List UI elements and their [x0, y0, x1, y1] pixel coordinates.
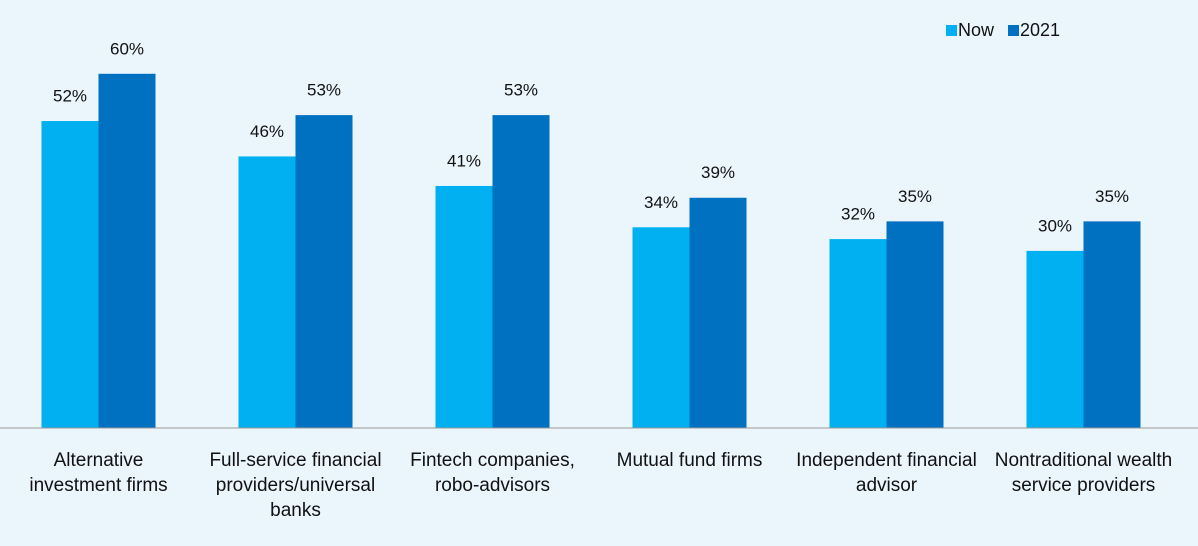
bar [1026, 250, 1084, 428]
bar [492, 115, 550, 428]
bar [829, 239, 887, 428]
value-label: 32% [841, 205, 875, 224]
value-label: 30% [1038, 216, 1072, 235]
value-label: 39% [701, 163, 735, 182]
x-tick-label: Alternative investment firms [29, 450, 168, 496]
bar [98, 73, 156, 429]
x-tick-label: Full-service financial providers/univers… [209, 450, 382, 521]
legend-label: 2021 [1020, 20, 1060, 40]
bar [1083, 221, 1141, 428]
value-label: 41% [447, 151, 481, 170]
legend-label: Now [958, 20, 995, 40]
value-label: 34% [644, 193, 678, 212]
value-label: 53% [504, 81, 538, 100]
value-label: 52% [53, 87, 87, 106]
legend-swatch [946, 25, 957, 36]
x-tick-label: Nontraditional wealth service providers [994, 450, 1173, 496]
bar [295, 115, 353, 428]
bar [886, 221, 944, 428]
bar [238, 156, 296, 428]
value-label: 46% [250, 122, 284, 141]
legend-swatch [1008, 25, 1019, 36]
bar [689, 197, 747, 428]
bar [435, 185, 493, 428]
value-label: 35% [898, 187, 932, 206]
x-tick-label: Mutual fund firms [616, 450, 763, 471]
value-label: 53% [307, 81, 341, 100]
value-label: 35% [1095, 187, 1129, 206]
x-tick-label: Independent financial advisor [796, 450, 977, 496]
value-label: 60% [110, 39, 144, 58]
x-tick-label: Fintech companies, robo-advisors [410, 450, 575, 496]
bar [41, 121, 99, 428]
bar [632, 227, 690, 428]
